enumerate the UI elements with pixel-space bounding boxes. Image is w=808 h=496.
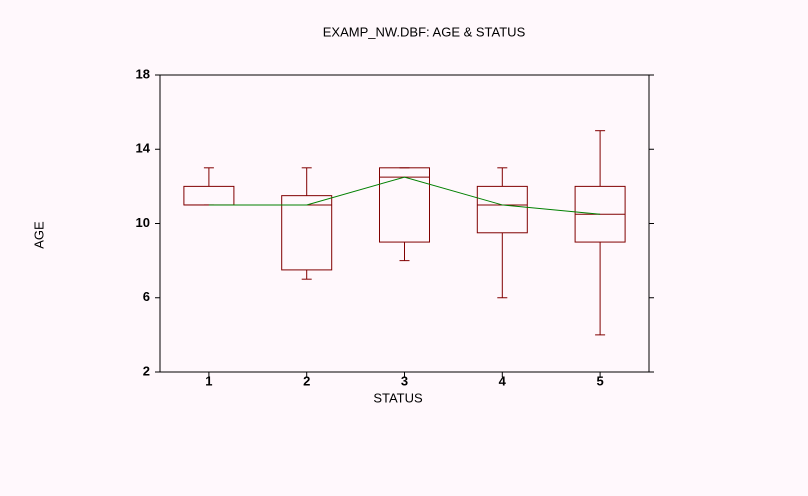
median-line: [208, 176, 601, 215]
chart-title: EXAMP_NW.DBF: AGE & STATUS: [323, 24, 526, 39]
box: [379, 167, 430, 243]
x-tick-label: 4: [499, 373, 507, 388]
x-tick-label: 1: [205, 373, 212, 388]
y-axis-label: AGE: [31, 221, 46, 249]
y-tick-label: 2: [143, 363, 150, 378]
box: [281, 195, 333, 271]
y-tick-label: 18: [136, 66, 150, 81]
box: [476, 185, 528, 234]
x-tick-label: 3: [401, 373, 408, 388]
y-tick-label: 10: [136, 215, 150, 230]
x-tick-label: 2: [303, 373, 310, 388]
x-axis-label: STATUS: [373, 390, 423, 405]
x-tick-label: 5: [596, 373, 603, 388]
y-tick-label: 6: [143, 289, 150, 304]
y-tick-label: 14: [136, 141, 151, 156]
